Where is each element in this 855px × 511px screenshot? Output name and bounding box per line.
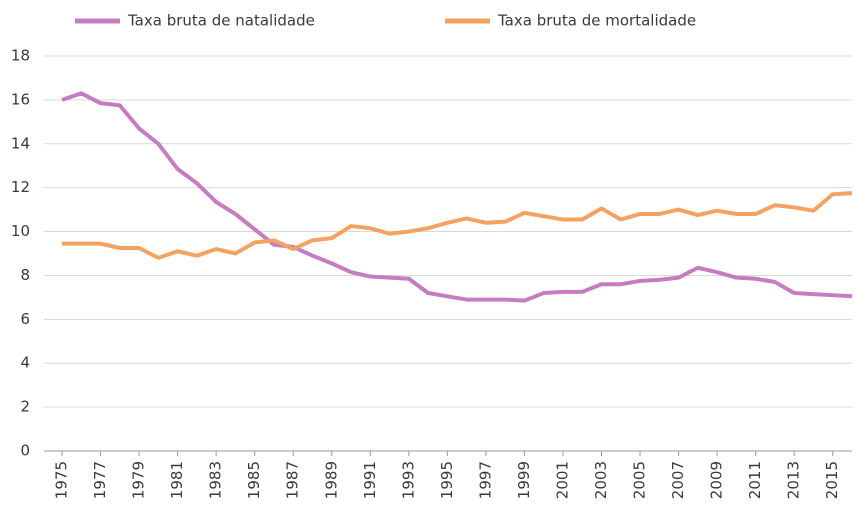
y-tick-label: 0 bbox=[20, 442, 30, 460]
legend-label: Taxa bruta de natalidade bbox=[127, 12, 315, 30]
x-tick-label: 1983 bbox=[207, 461, 225, 499]
x-tick-label: 1979 bbox=[130, 461, 148, 499]
y-tick-label: 10 bbox=[11, 222, 30, 240]
y-tick-label: 2 bbox=[20, 398, 30, 416]
x-tick-label: 1995 bbox=[438, 461, 456, 499]
y-tick-label: 8 bbox=[20, 266, 30, 284]
y-tick-label: 14 bbox=[11, 134, 30, 152]
x-tick-label: 1981 bbox=[168, 461, 186, 499]
y-tick-label: 18 bbox=[11, 47, 30, 65]
x-tick-label: 2007 bbox=[669, 461, 687, 499]
line bbox=[62, 191, 853, 260]
x-tick-label: 1977 bbox=[91, 461, 109, 499]
y-tick-label: 6 bbox=[20, 310, 30, 328]
x-tick-label: 2009 bbox=[708, 461, 726, 499]
x-tick-label: 2005 bbox=[631, 461, 649, 499]
x-tick-label: 2001 bbox=[553, 461, 571, 499]
x-tick-label: 1991 bbox=[361, 461, 379, 499]
x-tick-label: 2011 bbox=[746, 461, 764, 499]
x-tick-label: 1975 bbox=[53, 461, 71, 499]
x-tick-label: 1989 bbox=[322, 461, 340, 499]
y-tick-label: 12 bbox=[11, 178, 30, 196]
line bbox=[61, 91, 853, 303]
x-tick-label: 2015 bbox=[823, 461, 841, 499]
y-tick-label: 4 bbox=[20, 354, 30, 372]
x-tick-label: 1997 bbox=[476, 461, 494, 499]
x-tick-label: 1993 bbox=[399, 461, 417, 499]
x-tick-label: 1999 bbox=[515, 461, 533, 499]
x-tick-label: 2003 bbox=[592, 461, 610, 499]
legend-label: Taxa bruta de mortalidade bbox=[497, 12, 696, 30]
x-tick-label: 2013 bbox=[785, 461, 803, 499]
x-tick-label: 1985 bbox=[245, 461, 263, 499]
x-tick-label: 1987 bbox=[284, 461, 302, 499]
y-tick-label: 16 bbox=[11, 90, 30, 108]
